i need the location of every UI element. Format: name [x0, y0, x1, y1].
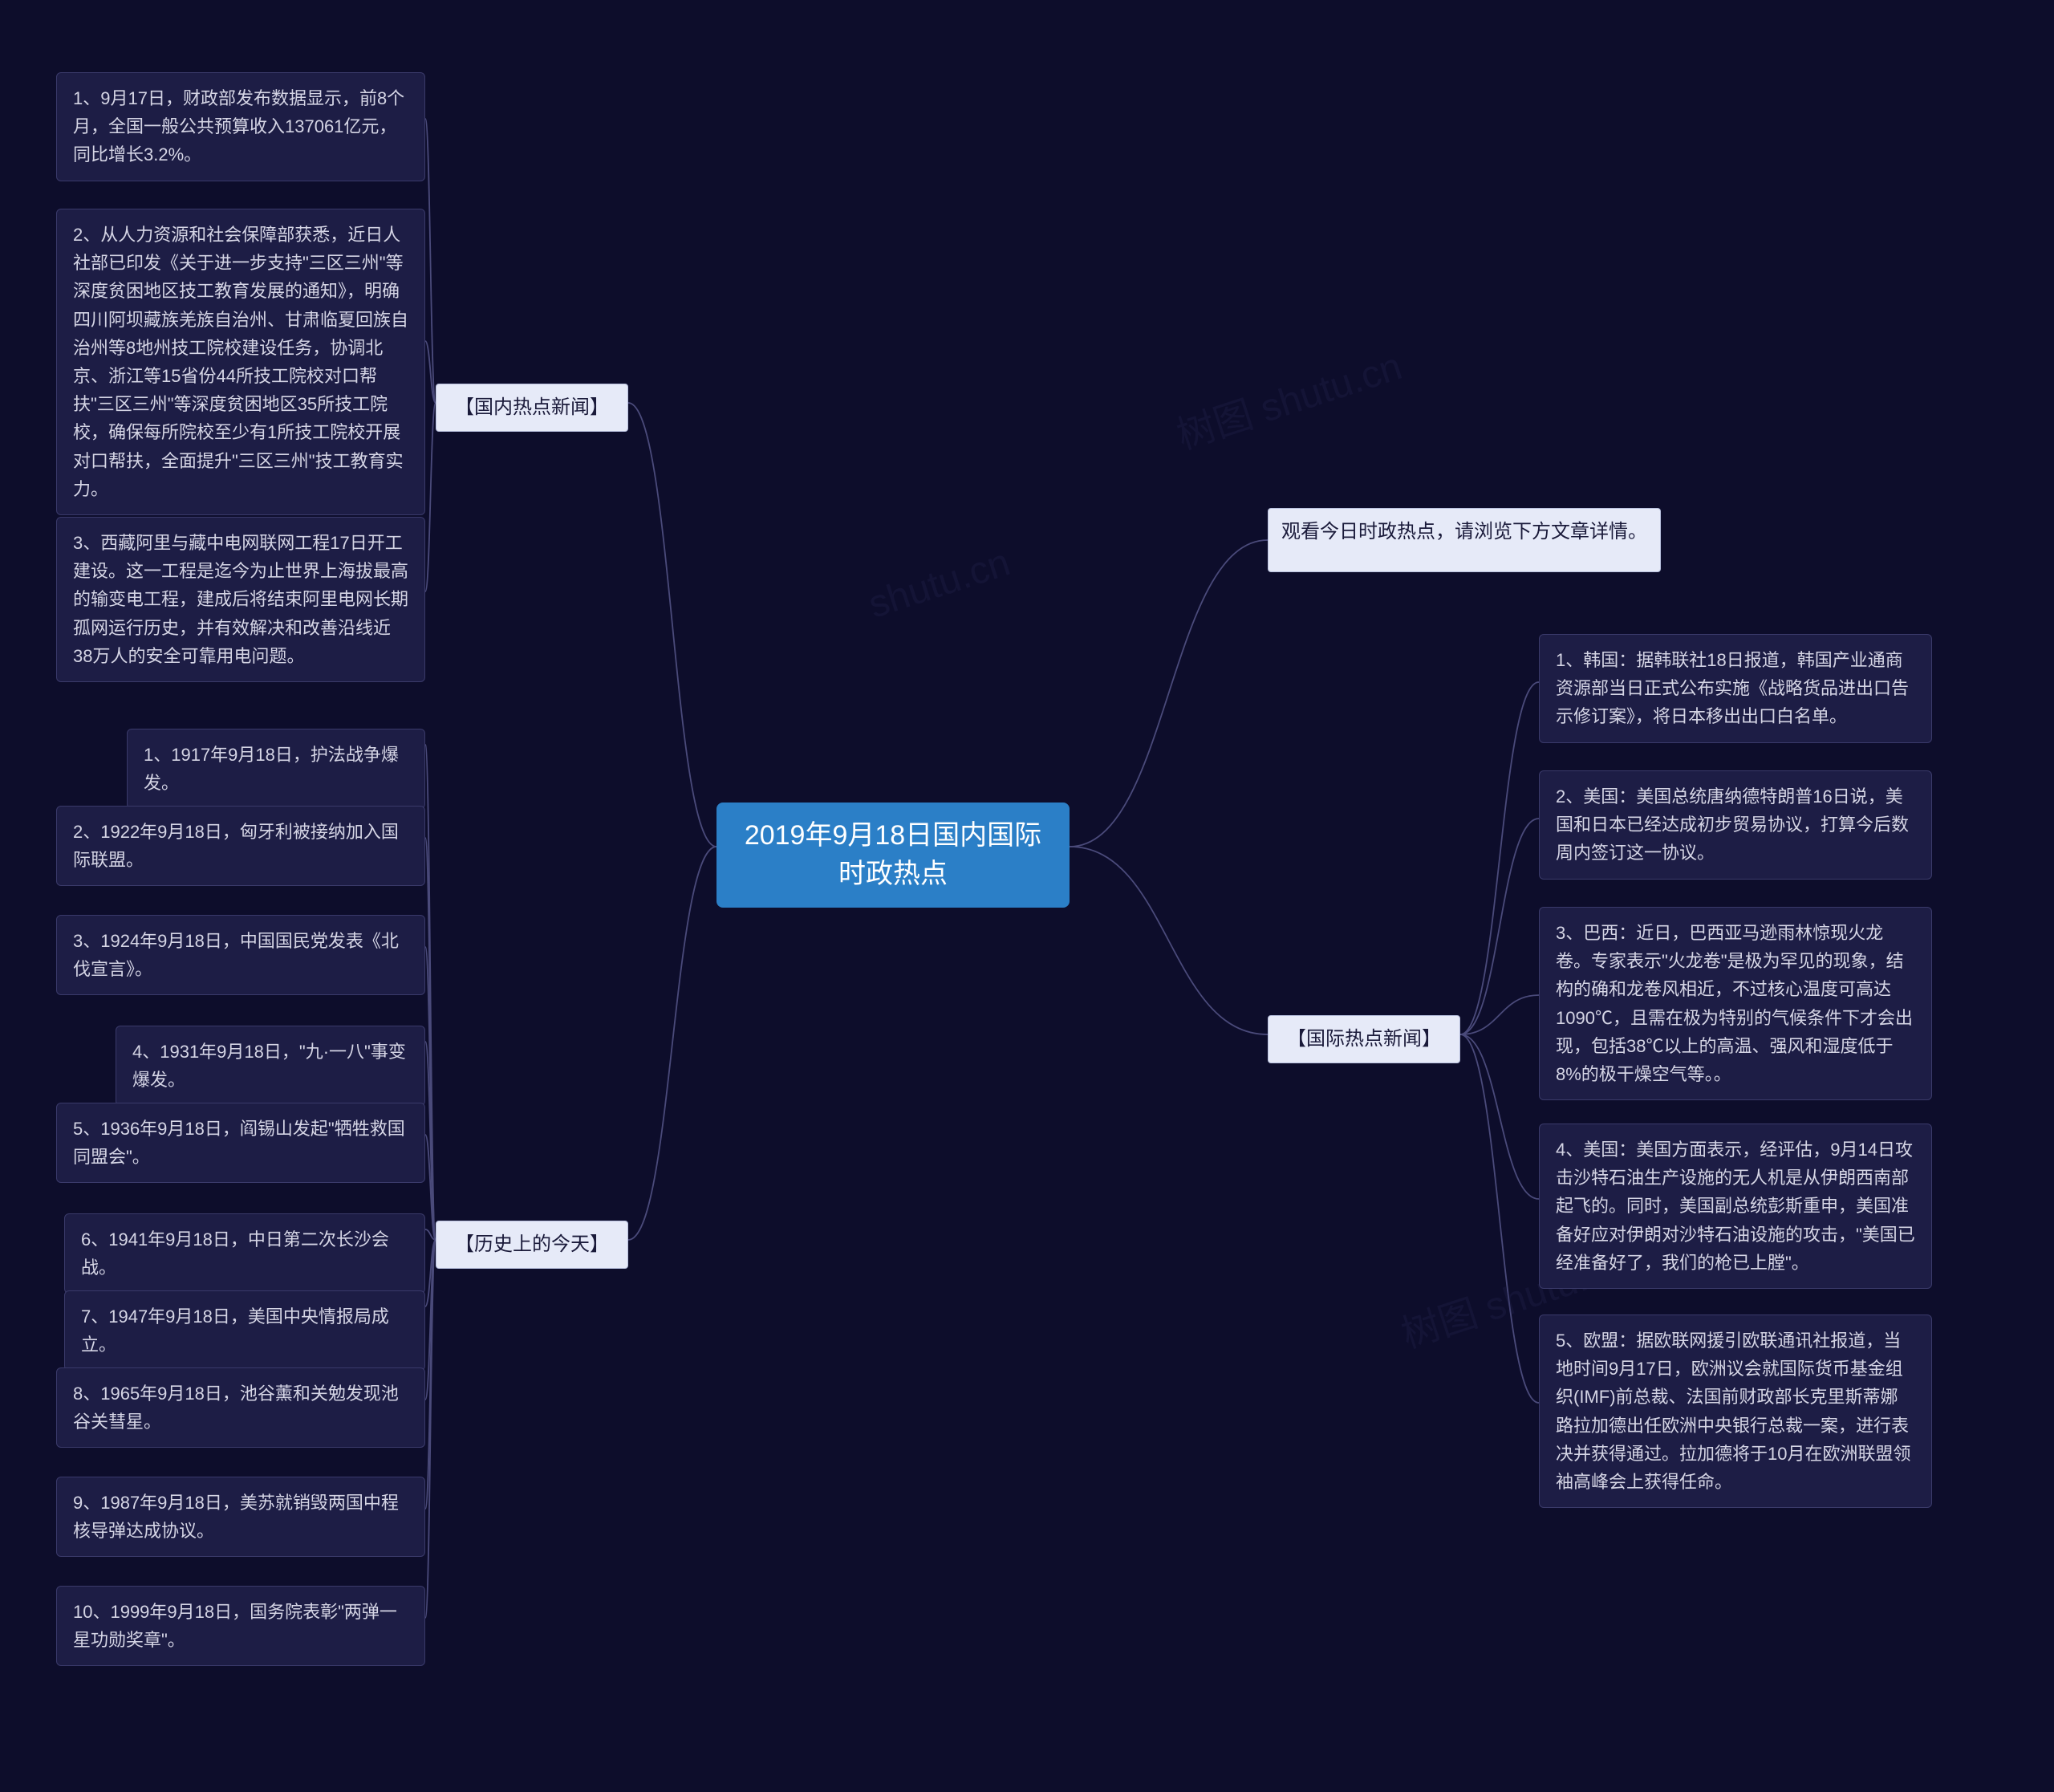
history-branch: 【历史上的今天】 [436, 1221, 628, 1269]
history-item: 4、1931年9月18日，"九·一八"事变爆发。 [116, 1026, 425, 1106]
center-title-line1: 2019年9月18日国内国际 [734, 817, 1052, 855]
center-title-line2: 时政热点 [734, 855, 1052, 894]
intro-node: 观看今日时政热点，请浏览下方文章详情。 [1268, 508, 1661, 572]
watermark: shutu.cn [863, 540, 1016, 627]
international-item: 5、欧盟：据欧联网援引欧联通讯社报道，当地时间9月17日，欧洲议会就国际货币基金… [1539, 1315, 1932, 1508]
international-item: 1、韩国：据韩联社18日报道，韩国产业通商资源部当日正式公布实施《战略货品进出口… [1539, 634, 1932, 743]
domestic-item: 3、西藏阿里与藏中电网联网工程17日开工建设。这一工程是迄今为止世界上海拔最高的… [56, 517, 425, 682]
domestic-branch: 【国内热点新闻】 [436, 384, 628, 432]
international-item: 4、美国：美国方面表示，经评估，9月14日攻击沙特石油生产设施的无人机是从伊朗西… [1539, 1124, 1932, 1289]
history-item: 5、1936年9月18日，阎锡山发起"牺牲救国同盟会"。 [56, 1103, 425, 1183]
domestic-item: 1、9月17日，财政部发布数据显示，前8个月，全国一般公共预算收入137061亿… [56, 72, 425, 181]
international-branch: 【国际热点新闻】 [1268, 1015, 1460, 1063]
history-item: 9、1987年9月18日，美苏就销毁两国中程核导弹达成协议。 [56, 1477, 425, 1557]
history-item: 3、1924年9月18日，中国国民党发表《北伐宣言》。 [56, 915, 425, 995]
international-item: 3、巴西：近日，巴西亚马逊雨林惊现火龙卷。专家表示"火龙卷"是极为罕见的现象，结… [1539, 907, 1932, 1100]
history-item: 10、1999年9月18日，国务院表彰"两弹一星功勋奖章"。 [56, 1586, 425, 1666]
center-node: 2019年9月18日国内国际 时政热点 [716, 803, 1070, 908]
history-item: 6、1941年9月18日，中日第二次长沙会战。 [64, 1213, 425, 1294]
history-item: 2、1922年9月18日，匈牙利被接纳加入国际联盟。 [56, 806, 425, 886]
international-item: 2、美国：美国总统唐纳德特朗普16日说，美国和日本已经达成初步贸易协议，打算今后… [1539, 770, 1932, 880]
watermark: 树图 shutu.cn [1168, 335, 1407, 460]
domestic-item: 2、从人力资源和社会保障部获悉，近日人社部已印发《关于进一步支持"三区三州"等深… [56, 209, 425, 515]
history-item: 1、1917年9月18日，护法战争爆发。 [127, 729, 425, 809]
history-item: 8、1965年9月18日，池谷薰和关勉发现池谷关彗星。 [56, 1367, 425, 1448]
history-item: 7、1947年9月18日，美国中央情报局成立。 [64, 1290, 425, 1371]
